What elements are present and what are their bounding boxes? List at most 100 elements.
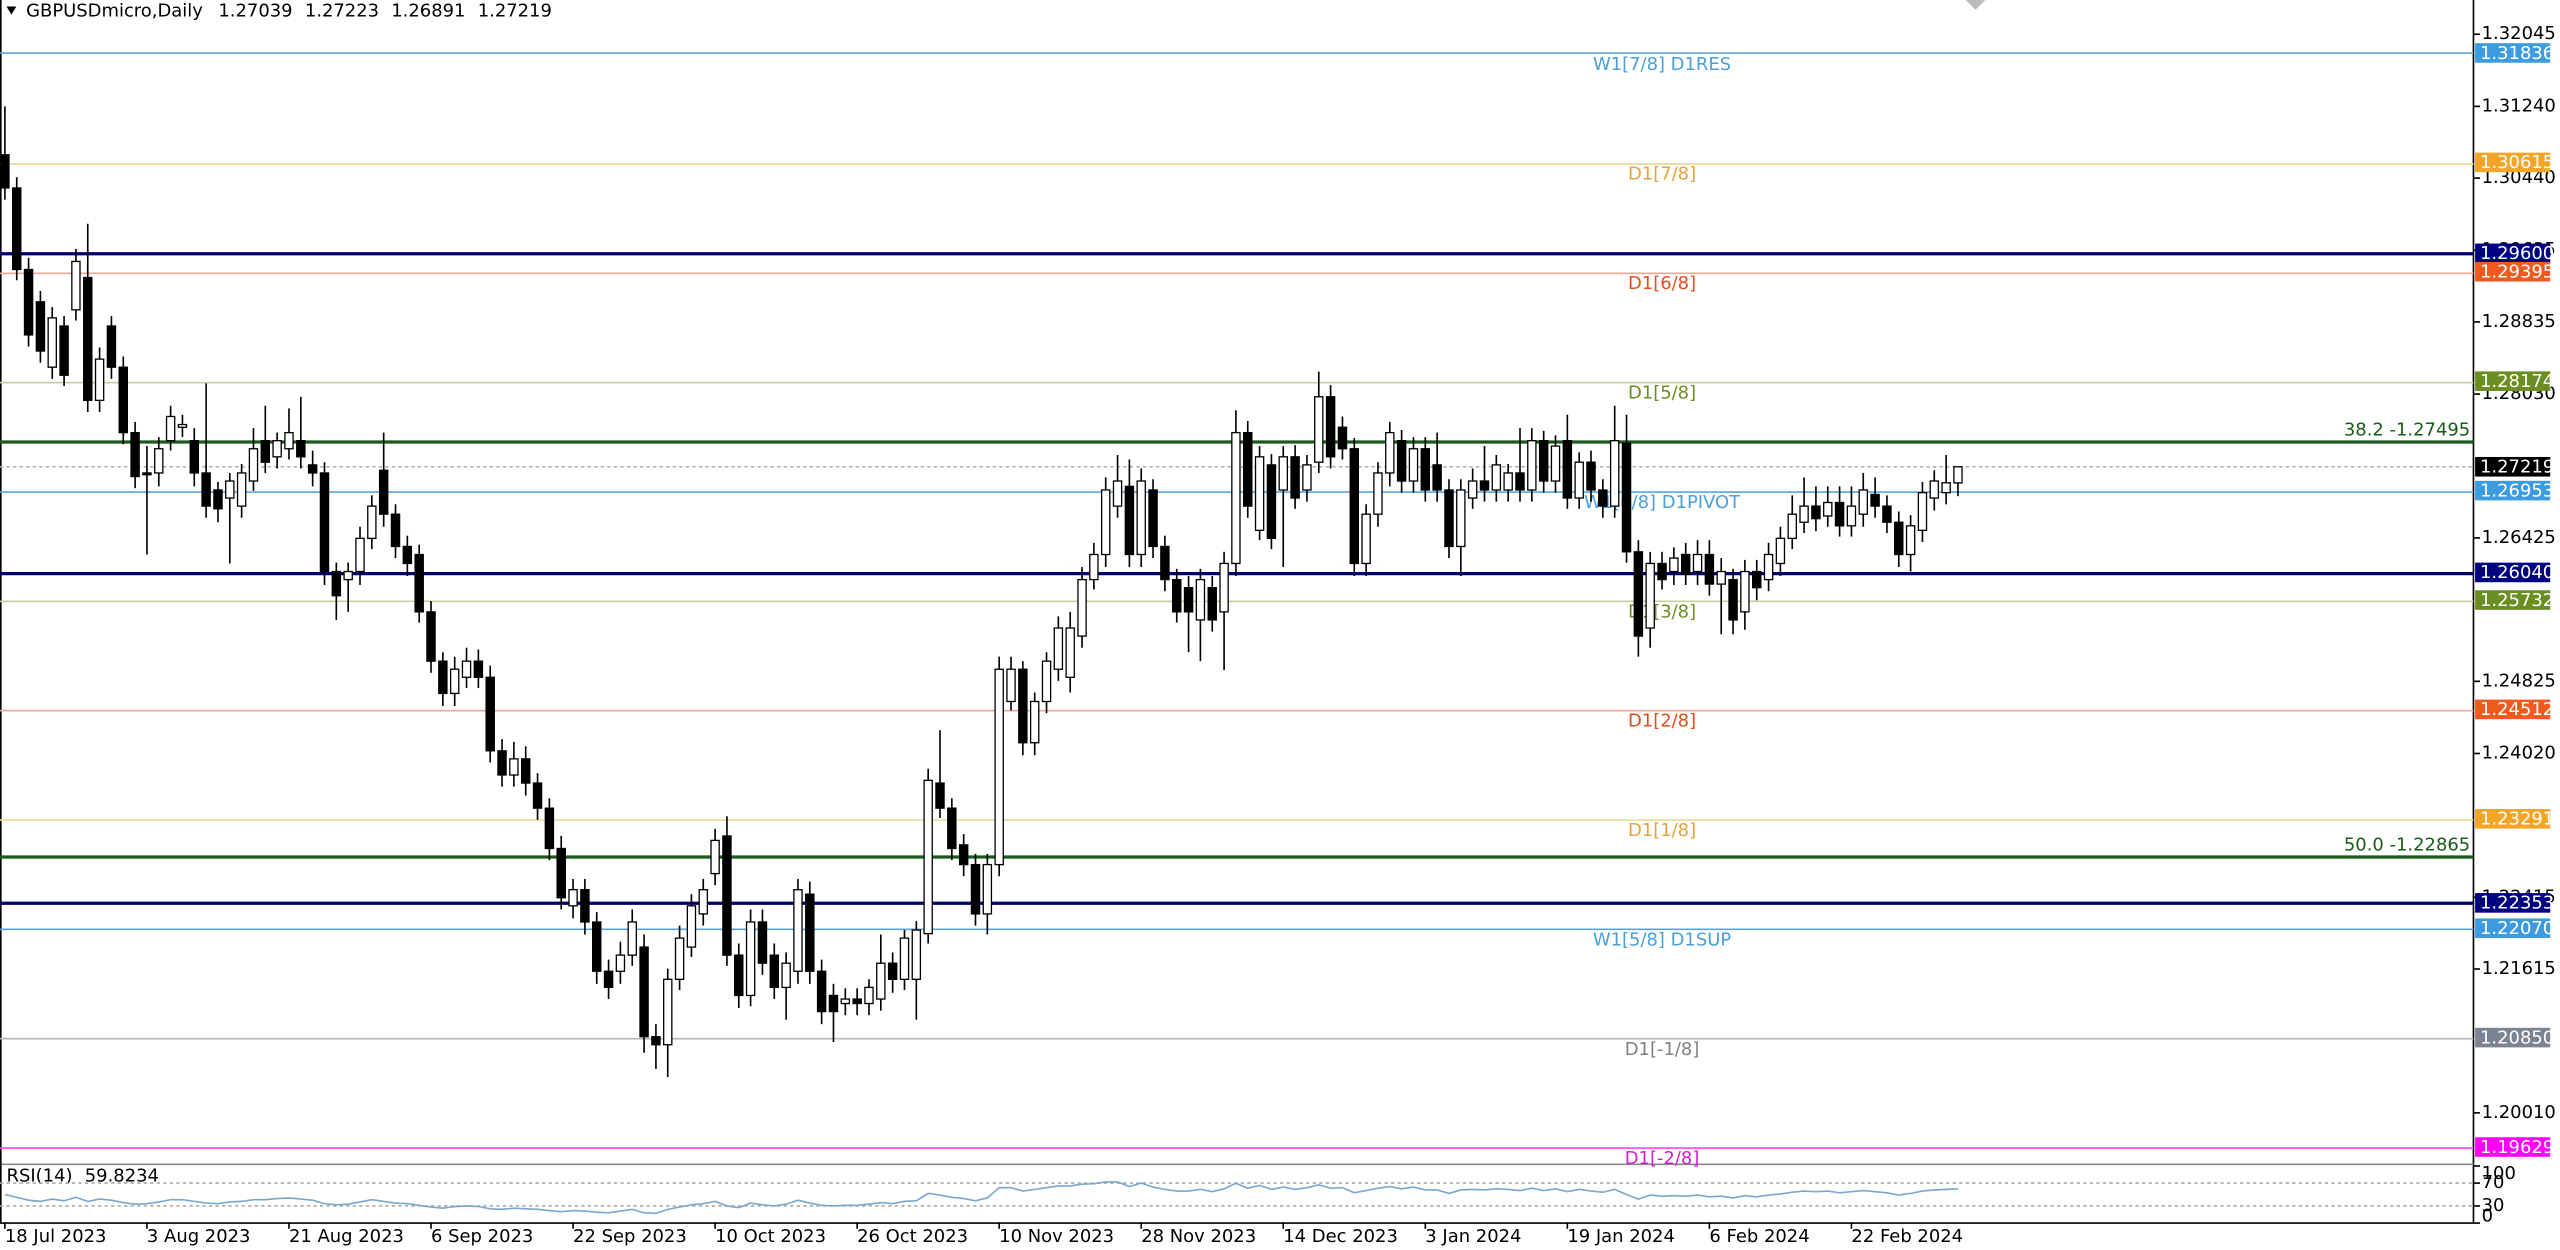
candle-body [1574, 461, 1584, 499]
candle-body [1231, 431, 1241, 565]
candle-body [331, 570, 342, 597]
candle-body [828, 994, 839, 1013]
candle-body [1314, 396, 1324, 463]
x-tick-label: 3 Jan 2024 [1425, 1226, 1521, 1247]
candle-body [414, 553, 424, 613]
candle-body [213, 489, 223, 510]
menu-arrow[interactable] [6, 6, 17, 15]
x-tick-label: 14 Dec 2023 [1283, 1226, 1398, 1247]
candle-body [1444, 489, 1454, 548]
x-tick-label: 10 Oct 2023 [715, 1226, 826, 1247]
candle-body [1408, 448, 1419, 482]
candle-body [1089, 553, 1099, 581]
candle-body [1728, 578, 1738, 621]
y-tick-label: 1.21615 [2482, 958, 2556, 979]
candle-body [1243, 431, 1253, 507]
candle-body [781, 962, 791, 989]
x-tick-label: 10 Nov 2023 [999, 1226, 1114, 1247]
candle-body [248, 448, 259, 482]
candle-body [1053, 627, 1064, 670]
candle-body [0, 154, 10, 189]
candle-body [1172, 578, 1182, 613]
candle-body [1503, 472, 1513, 491]
price-tag-label: 1.19629 [2480, 1137, 2554, 1158]
open-value: 1.27039 [218, 0, 292, 21]
price-tag-label: 1.22353 [2480, 893, 2554, 914]
candle-body [225, 480, 235, 499]
indicator-tick-label: 0 [2482, 1206, 2493, 1227]
candle-body [970, 863, 981, 915]
candle-body [1858, 489, 1868, 515]
price-tag [2475, 371, 2551, 391]
price-tag [2475, 918, 2551, 939]
candle-body [1396, 440, 1407, 482]
y-tick-label: 1.31240 [2482, 95, 2556, 116]
fib-label: 38.2 -1.27495 [2344, 420, 2470, 441]
x-tick-label: 6 Sep 2023 [431, 1226, 533, 1247]
candle-body [1325, 396, 1336, 458]
high-value: 1.27223 [305, 0, 379, 21]
chart-header: GBPUSDmicro,Daily 1.27039 1.27223 1.2689… [26, 0, 552, 21]
candle-body [1385, 431, 1395, 474]
candle-body [1775, 537, 1786, 565]
candle-body [1136, 480, 1146, 556]
candle-body [698, 889, 708, 915]
low-value: 1.26891 [391, 0, 465, 21]
indicator-line [4, 1181, 1958, 1215]
price-tag-label: 1.26040 [2480, 562, 2554, 583]
candle-body [1562, 440, 1573, 499]
x-tick-label: 26 Oct 2023 [857, 1226, 968, 1247]
candle-body [864, 986, 874, 1005]
candle-body [935, 782, 945, 809]
price-tag-label: 1.29600 [2480, 243, 2554, 264]
candle-body [1929, 480, 1940, 499]
candle-body [923, 779, 933, 935]
y-tick-label: 1.30440 [2482, 167, 2556, 188]
candle-body [1669, 557, 1679, 573]
fib-label: 50.0 -1.22865 [2344, 835, 2470, 856]
candle-body [35, 301, 46, 352]
candle-body [1799, 505, 1809, 523]
indicator-tick-label: 100 [2482, 1163, 2516, 1184]
indicator-title: RSI(14) [7, 1166, 73, 1187]
candle-body [1302, 464, 1312, 491]
candle-body [1254, 456, 1265, 531]
candle-body [106, 325, 117, 368]
candle-body [1846, 505, 1857, 527]
candle-body [1029, 700, 1040, 744]
y-tick-label: 1.32045 [2482, 23, 2556, 44]
candle-body [852, 998, 862, 1005]
candle-body [449, 668, 460, 695]
x-tick-label: 22 Feb 2024 [1851, 1226, 1963, 1247]
candle-body [1065, 627, 1075, 678]
candle-body [556, 847, 566, 899]
candle-body [1361, 513, 1371, 565]
y-tick-label: 1.24825 [2482, 670, 2556, 691]
candle-body [1337, 426, 1348, 450]
candle-body [887, 962, 898, 980]
candle-body [94, 358, 105, 402]
price-tag [2475, 1137, 2551, 1157]
candle-body [805, 893, 815, 972]
candle-body [1278, 456, 1288, 491]
candle-body [260, 440, 271, 463]
price-tag [2475, 480, 2551, 501]
candle-body [1420, 448, 1431, 491]
candle-body [438, 660, 448, 695]
candle-body [12, 187, 22, 271]
price-tag [2475, 456, 2551, 477]
candle-body [1195, 578, 1206, 621]
candle-body [1290, 456, 1300, 499]
candle-body [1515, 472, 1525, 491]
candle-body [1621, 442, 1632, 553]
candle-body [485, 676, 495, 752]
candle-body [840, 998, 851, 1005]
candle-body [236, 472, 247, 507]
candle-body [272, 440, 282, 458]
current-price-label: 1.27219 [2480, 457, 2554, 478]
candle-body [1467, 480, 1478, 499]
level-label: D1[6/8] [1628, 273, 1696, 294]
candle-body [1349, 448, 1360, 565]
